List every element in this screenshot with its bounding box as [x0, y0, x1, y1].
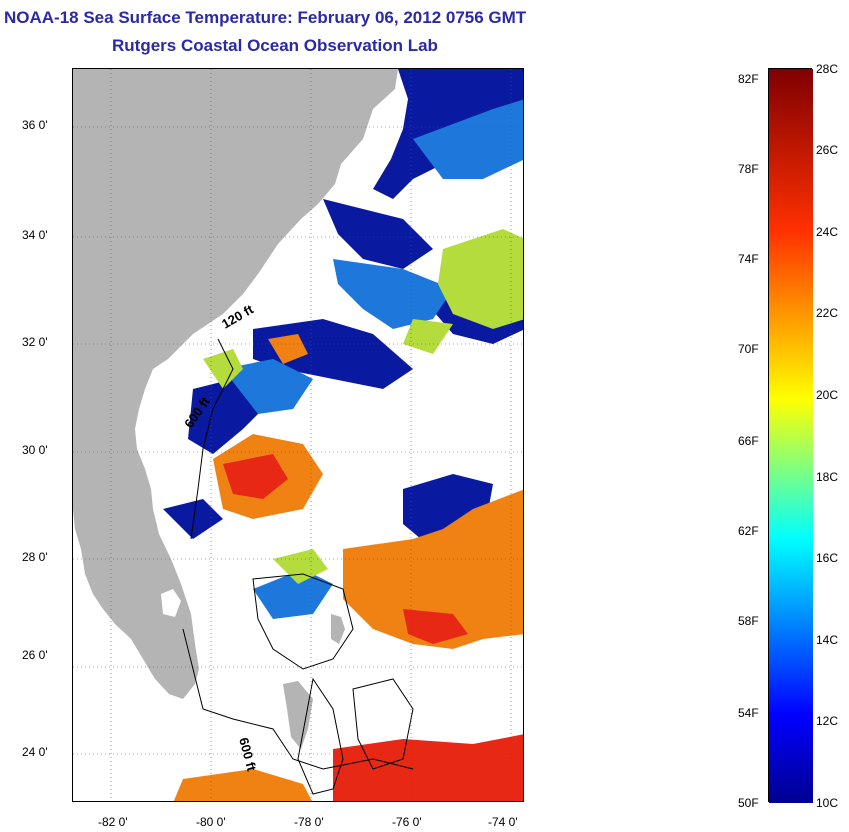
bahamas-island — [283, 681, 313, 749]
lat-label: 28 0' — [22, 550, 48, 564]
lon-label: -74 0' — [488, 815, 518, 829]
colorbar-f-label: 58F — [738, 614, 759, 628]
sst-hot-patches — [223, 454, 523, 801]
sst-map-svg: 120 ft 600 ft 600 ft — [73, 69, 523, 801]
lat-label: 34 0' — [22, 228, 48, 242]
colorbar-f-label: 82F — [738, 72, 759, 86]
bathymetry-contours — [182, 338, 414, 795]
colorbar-f-label: 62F — [738, 524, 759, 538]
lon-label: -80 0' — [196, 815, 226, 829]
map-title: NOAA-18 Sea Surface Temperature: Februar… — [4, 8, 527, 27]
colorbar-f-label: 66F — [738, 434, 759, 448]
sst-cool-patches — [223, 99, 523, 619]
lon-label: -82 0' — [98, 815, 128, 829]
colorbar-f-label: 74F — [738, 252, 759, 266]
colorbar-c-label: 18C — [816, 470, 839, 484]
colorbar-c-label: 22C — [816, 306, 839, 320]
lat-label: 30 0' — [22, 443, 48, 457]
sst-mild-patches — [203, 229, 523, 584]
lon-label: -78 0' — [294, 815, 324, 829]
colorbar-f-label: 50F — [738, 796, 759, 810]
temperature-colorbar — [768, 68, 813, 803]
colorbar-f-label: 54F — [738, 706, 759, 720]
contour-label: 600 ft — [236, 736, 259, 773]
lat-label: 36 0' — [22, 118, 48, 132]
colorbar-c-label: 26C — [816, 143, 839, 157]
colorbar-gradient — [769, 69, 813, 803]
colorbar-f-label: 70F — [738, 342, 759, 356]
lat-label: 24 0' — [22, 745, 48, 759]
colorbar-c-label: 16C — [816, 551, 839, 565]
colorbar-c-label: 12C — [816, 714, 839, 728]
lon-label: -76 0' — [392, 815, 422, 829]
colorbar-c-label: 14C — [816, 633, 839, 647]
colorbar-c-label: 20C — [816, 388, 839, 402]
lat-label: 32 0' — [22, 335, 48, 349]
map-subtitle: Rutgers Coastal Ocean Observation Lab — [112, 36, 438, 55]
sst-map: 120 ft 600 ft 600 ft — [72, 68, 524, 802]
lake-okeechobee — [161, 589, 181, 617]
colorbar-c-label: 24C — [816, 225, 839, 239]
map-grid-lines — [73, 69, 523, 801]
colorbar-c-label: 28C — [816, 62, 839, 76]
lat-label: 26 0' — [22, 648, 48, 662]
bahamas-island — [331, 614, 345, 644]
land-mass — [73, 69, 398, 699]
colorbar-f-label: 78F — [738, 162, 759, 176]
colorbar-c-label: 10C — [816, 796, 839, 810]
